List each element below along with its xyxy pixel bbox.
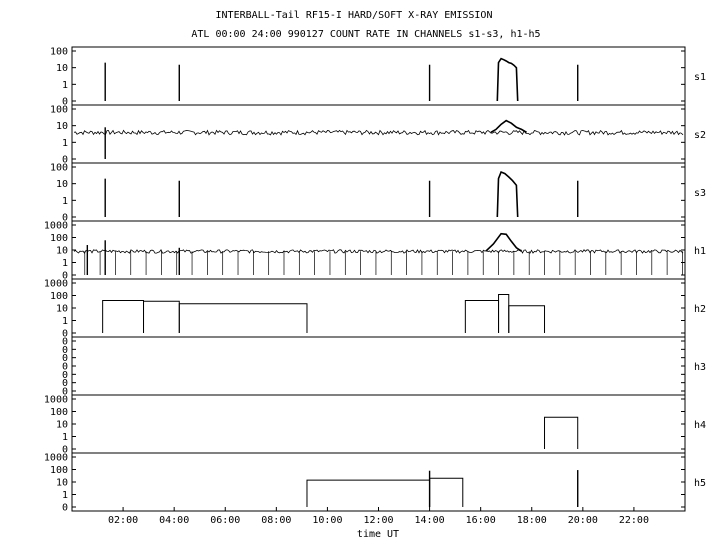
data-step (178, 303, 308, 333)
data-step (498, 294, 510, 333)
y-tick-label: 0 (62, 271, 68, 282)
y-tick-label: 1 (62, 80, 68, 91)
y-tick-label: 100 (50, 291, 68, 302)
y-tick-label: 0 (62, 353, 68, 364)
y-tick-label: 1 (62, 316, 68, 327)
y-tick-label: 0 (62, 337, 68, 348)
x-tick-label: 08:00 (261, 515, 291, 526)
x-tick-label: 18:00 (517, 515, 547, 526)
x-axis: 02:00 04:00 06:00 08:00 10:00 12:00 14:00 16:00… (108, 507, 649, 526)
y-tick-label: 1 (62, 138, 68, 149)
x-tick-label: 20:00 (568, 515, 598, 526)
data-step (102, 299, 145, 333)
y-tick-label: 0 (62, 445, 68, 456)
panel-label: s3 (694, 188, 706, 199)
y-tick-label: 0 (62, 362, 68, 373)
y-tick-label: 10 (56, 420, 68, 431)
y-tick-label: 0 (62, 155, 68, 166)
chart-subtitle: ATL 00:00 24:00 990127 COUNT RATE IN CHA… (191, 29, 540, 40)
y-tick-label: 1000 (44, 279, 68, 290)
data-step (306, 479, 431, 507)
data-burst (496, 57, 519, 102)
y-tick-label: 0 (62, 97, 68, 108)
y-tick-label: 0 (62, 329, 68, 340)
y-tick-label: 10 (56, 179, 68, 190)
x-axis-label: time UT (357, 529, 399, 540)
x-tick-label: 02:00 (108, 515, 138, 526)
data-step (544, 416, 579, 449)
panel-frame (71, 336, 686, 396)
panel-label: h1 (694, 246, 706, 257)
y-tick-label: 100 (50, 465, 68, 476)
y-tick-label: 100 (50, 407, 68, 418)
panel-label: h2 (694, 304, 706, 315)
y-tick-label: 1000 (44, 453, 68, 464)
y-tick-label: 0 (62, 213, 68, 224)
panel-frame (71, 162, 686, 222)
x-tick-label: 16:00 (466, 515, 496, 526)
panel-label: h4 (694, 420, 706, 431)
y-tick-label: 1 (62, 490, 68, 501)
y-tick-label: 10 (56, 304, 68, 315)
data-burst (496, 170, 519, 218)
x-tick-label: 06:00 (210, 515, 240, 526)
x-tick-label: 12:00 (363, 515, 393, 526)
y-tick-label: 0 (62, 378, 68, 389)
panel-label: s1 (694, 72, 706, 83)
data-step (143, 300, 180, 333)
data-step (429, 477, 464, 507)
y-tick-label: 100 (50, 47, 68, 58)
x-tick-label: 14:00 (415, 515, 445, 526)
chart-title: INTERBALL-Tail RF15-I HARD/SOFT X-RAY EM… (216, 10, 493, 21)
y-tick-label: 0 (62, 345, 68, 356)
y-tick-label: 100 (50, 233, 68, 244)
panel-label: h5 (694, 478, 706, 489)
data-burst (485, 232, 522, 252)
panel-frame (71, 46, 686, 106)
x-tick-label: 10:00 (312, 515, 342, 526)
y-tick-label: 10 (56, 121, 68, 132)
y-tick-label: 10 (56, 478, 68, 489)
y-tick-label: 100 (50, 163, 68, 174)
panel-label: s2 (694, 130, 706, 141)
panel-frame (71, 278, 686, 338)
series-line (73, 129, 684, 136)
panel-label: h3 (694, 362, 706, 373)
panel-frame (71, 220, 686, 280)
x-tick-label: 22:00 (619, 515, 649, 526)
y-tick-label: 1000 (44, 395, 68, 406)
y-tick-label: 0 (62, 387, 68, 398)
y-tick-label: 10 (56, 63, 68, 74)
y-tick-label: 0 (62, 503, 68, 514)
y-tick-label: 100 (50, 105, 68, 116)
data-step (464, 299, 500, 333)
x-tick-label: 04:00 (159, 515, 189, 526)
series-line (73, 249, 684, 254)
panel-frame (71, 452, 686, 512)
panels: 1001010s11001010s21001010s310001001010h1… (44, 46, 706, 514)
y-tick-label: 1 (62, 432, 68, 443)
y-tick-label: 10 (56, 246, 68, 257)
y-tick-label: 0 (62, 370, 68, 381)
panel-frame (71, 394, 686, 454)
y-tick-label: 1 (62, 258, 68, 269)
y-tick-label: 1000 (44, 221, 68, 232)
data-burst (490, 119, 527, 133)
data-step (508, 305, 546, 333)
y-tick-label: 1 (62, 196, 68, 207)
